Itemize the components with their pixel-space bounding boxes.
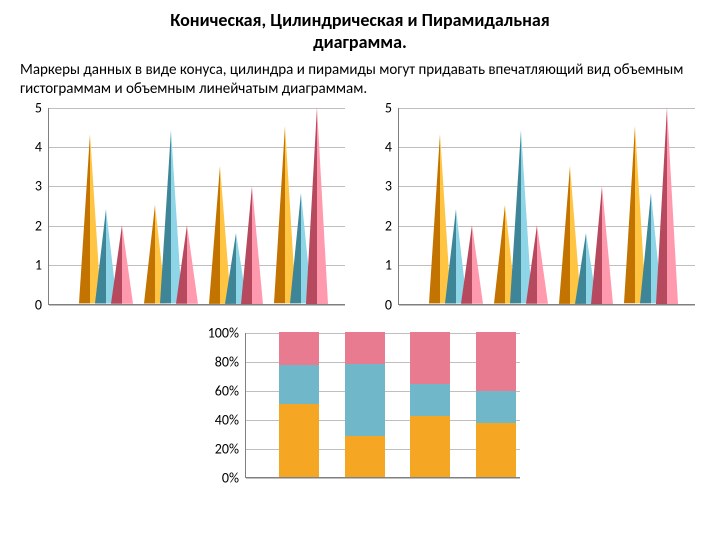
cone-group [429,134,483,303]
cone-charts-row: 012345 012345 [0,103,720,323]
stacked-bar [476,332,516,477]
y-axis-label: 1 [20,257,42,274]
stacked-bar [345,332,385,477]
cone-shape [461,225,483,304]
cone-group [274,107,328,304]
bar-segment [345,332,385,364]
cone-group [144,130,198,303]
cone-chart-left: 012345 [20,108,350,323]
y-axis-label: 0 [20,296,42,313]
chart-description: Маркеры данных в виде конуса, цилиндра и… [0,53,720,103]
bar-segment [279,365,319,404]
y-axis-label: 3 [20,178,42,195]
stacked-bar [279,332,319,477]
cone-chart-right: 012345 [370,108,700,323]
y-axis-label: 20% [195,440,239,457]
plot-area-left [48,108,345,305]
y-axis-label: 5 [20,99,42,116]
cone-group [494,130,548,303]
bar-segment [279,404,319,477]
chart-title: Коническая, Цилиндрическая и Пирамидальн… [0,0,720,53]
bar-segment [476,332,516,391]
y-axis-label: 40% [195,411,239,428]
bar-segment [345,436,385,477]
stacked-bar [410,332,450,477]
cone-group [209,166,263,304]
cone-shape [176,225,198,304]
cone-group [79,134,133,303]
y-axis-label: 2 [370,217,392,234]
stacked-chart: 0%20%40%60%80%100% [195,333,525,483]
gridline [49,305,345,306]
y-axis-label: 2 [20,217,42,234]
gridline [246,478,520,479]
cone-shape [656,107,678,304]
y-axis-label: 0 [370,296,392,313]
y-axis-label: 100% [195,324,239,341]
bar-segment [476,391,516,423]
y-axis-label: 60% [195,382,239,399]
bar-segment [410,384,450,416]
bar-segment [279,332,319,365]
y-axis-label: 4 [370,139,392,156]
cone-shape [111,225,133,304]
y-axis-label: 1 [370,257,392,274]
cone-shape [591,186,613,304]
cone-shape [526,225,548,304]
cone-shape [306,107,328,304]
cone-group [624,107,678,304]
y-axis-label: 4 [20,139,42,156]
title-line2: диаграмма. [0,32,720,54]
cone-group [559,166,613,304]
bar-segment [410,416,450,477]
y-axis-label: 0% [195,469,239,486]
title-line1: Коническая, Цилиндрическая и Пирамидальн… [0,10,720,32]
bar-segment [476,423,516,477]
y-axis-label: 5 [370,99,392,116]
bar-segment [410,332,450,384]
stacked-plot-area [245,333,520,478]
cone-shape [241,186,263,304]
plot-area-right [398,108,695,305]
y-axis-label: 80% [195,353,239,370]
gridline [399,305,695,306]
y-axis-label: 3 [370,178,392,195]
bar-segment [345,364,385,437]
